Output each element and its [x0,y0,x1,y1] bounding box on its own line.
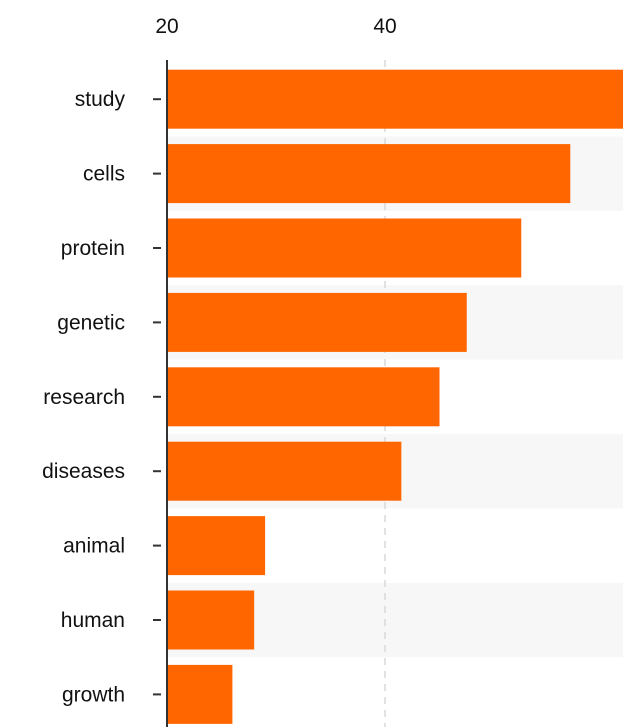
bar-research [167,367,440,427]
category-label: protein [61,237,125,260]
category-label: animal [63,535,125,558]
bar-protein [167,218,522,278]
category-label: human [61,609,125,632]
bar-animal [167,516,266,576]
category-label: genetic [57,311,125,334]
bar-study [167,69,623,129]
category-label: growth [62,683,125,706]
bar-diseases [167,441,402,501]
bar-cells [167,144,571,204]
x-axis-ticks: 20 40 [155,15,396,38]
category-label: diseases [42,460,125,483]
bar-genetic [167,292,467,352]
category-label: cells [83,163,125,186]
y-axis-categories: study cells protein genetic research diseases… [42,88,161,706]
bar-growth [167,664,233,724]
bars [167,69,623,724]
x-tick-label: 40 [373,15,396,38]
category-label: study [75,88,126,111]
x-tick-label: 20 [155,15,178,38]
bar-human [167,590,255,650]
category-label: research [43,386,125,409]
